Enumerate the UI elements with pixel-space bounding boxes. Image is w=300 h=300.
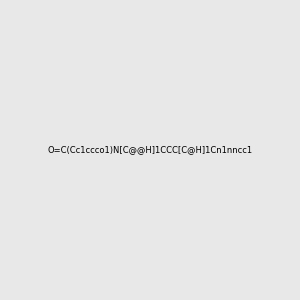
Text: O=C(Cc1ccco1)N[C@@H]1CCC[C@H]1Cn1nncc1: O=C(Cc1ccco1)N[C@@H]1CCC[C@H]1Cn1nncc1 (47, 146, 253, 154)
